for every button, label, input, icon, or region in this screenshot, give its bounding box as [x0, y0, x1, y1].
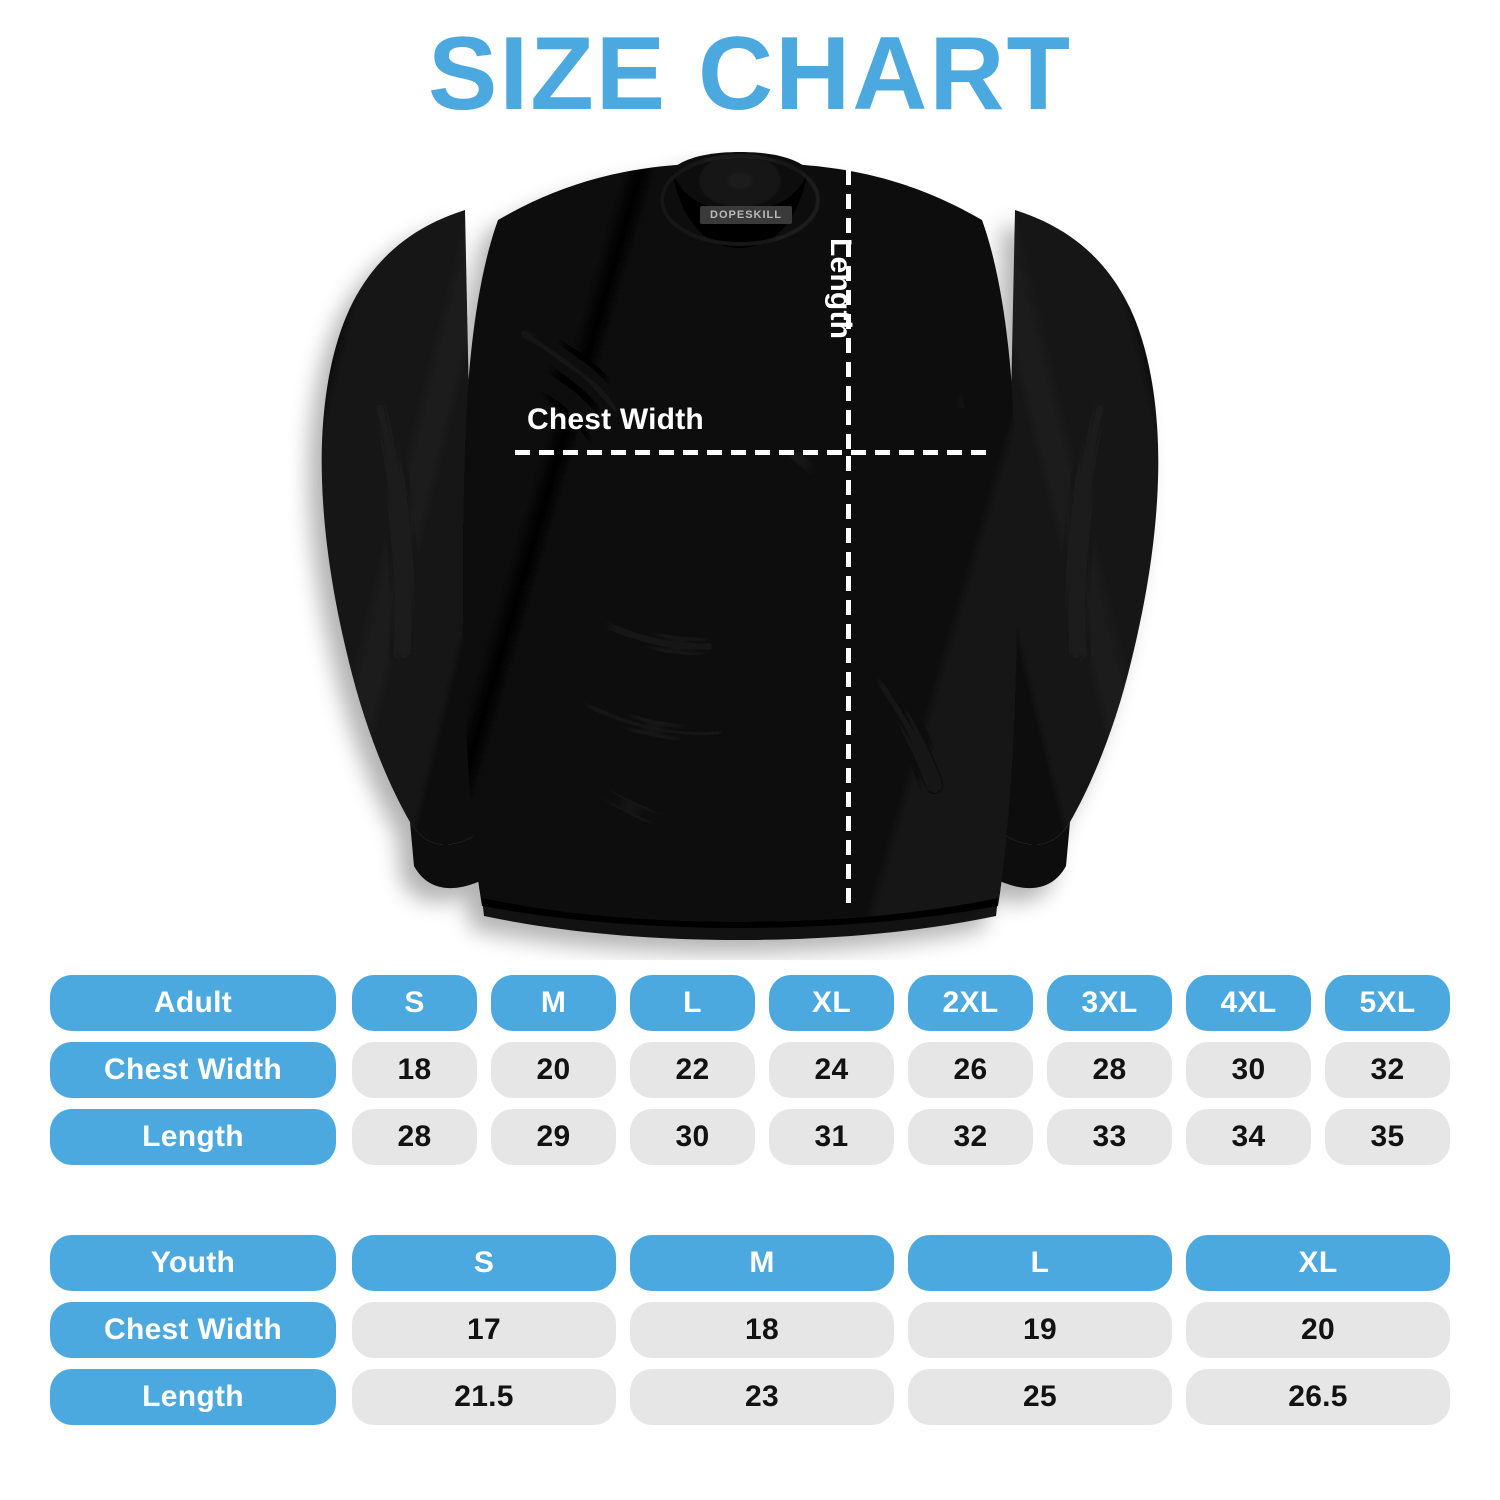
adult-row-label: Adult	[50, 975, 336, 1031]
adult-chest-width-4xl: 30	[1186, 1042, 1311, 1098]
chest-guide-right	[851, 450, 986, 455]
adult-length-s: 28	[352, 1109, 477, 1165]
youth-size-header-xl[interactable]: XL	[1186, 1235, 1450, 1291]
adult-size-header-5xl[interactable]: 5XL	[1325, 975, 1450, 1031]
youth-length-s: 21.5	[352, 1369, 616, 1425]
adult-size-header-xl[interactable]: XL	[769, 975, 894, 1031]
youth-length-m: 23	[630, 1369, 894, 1425]
long-sleeve-shirt-graphic	[321, 152, 1159, 940]
adult-chest-width-l: 22	[630, 1042, 755, 1098]
brand-neck-label: DOPESKILL	[700, 206, 792, 224]
youth-length-row: Length 21.5 23 25 26.5	[0, 1369, 1500, 1425]
shirt-body	[463, 164, 1017, 928]
youth-chest-width-xl: 20	[1186, 1302, 1450, 1358]
adult-chest-width-3xl: 28	[1047, 1042, 1172, 1098]
adult-size-header-3xl[interactable]: 3XL	[1047, 975, 1172, 1031]
youth-header-row: Youth S M L XL	[0, 1235, 1500, 1291]
length-label: Length	[824, 238, 857, 340]
adult-size-header-m[interactable]: M	[491, 975, 616, 1031]
length-guide-lower	[846, 456, 851, 906]
adult-length-2xl: 32	[908, 1109, 1033, 1165]
adult-chest-width-5xl: 32	[1325, 1042, 1450, 1098]
youth-length-l: 25	[908, 1369, 1172, 1425]
adult-size-header-4xl[interactable]: 4XL	[1186, 975, 1311, 1031]
adult-size-table: Adult S M L XL 2XL 3XL 4XL 5XL Chest Wid…	[0, 975, 1500, 1165]
adult-chest-width-2xl: 26	[908, 1042, 1033, 1098]
adult-length-row: Length 28 29 30 31 32 33 34 35	[0, 1109, 1500, 1165]
youth-length-xl: 26.5	[1186, 1369, 1450, 1425]
adult-length-xl: 31	[769, 1109, 894, 1165]
youth-chest-width-l: 19	[908, 1302, 1172, 1358]
youth-length-label: Length	[50, 1369, 336, 1425]
adult-size-header-2xl[interactable]: 2XL	[908, 975, 1033, 1031]
adult-header-row: Adult S M L XL 2XL 3XL 4XL 5XL	[0, 975, 1500, 1031]
adult-length-4xl: 34	[1186, 1109, 1311, 1165]
adult-length-label: Length	[50, 1109, 336, 1165]
adult-length-3xl: 33	[1047, 1109, 1172, 1165]
youth-chest-width-m: 18	[630, 1302, 894, 1358]
adult-length-l: 30	[630, 1109, 755, 1165]
page-title: SIZE CHART	[428, 16, 1072, 132]
adult-length-5xl: 35	[1325, 1109, 1450, 1165]
adult-chest-width-s: 18	[352, 1042, 477, 1098]
adult-size-header-s[interactable]: S	[352, 975, 477, 1031]
youth-size-header-s[interactable]: S	[352, 1235, 616, 1291]
youth-chest-width-row: Chest Width 17 18 19 20	[0, 1302, 1500, 1358]
adult-chest-width-m: 20	[491, 1042, 616, 1098]
garment-illustration: DOPESKILL Chest Width Length	[0, 150, 1500, 960]
youth-chest-width-s: 17	[352, 1302, 616, 1358]
adult-chest-width-row: Chest Width 18 20 22 24 26 28 30 32	[0, 1042, 1500, 1098]
youth-size-header-m[interactable]: M	[630, 1235, 894, 1291]
chest-width-label: Chest Width	[527, 403, 704, 436]
collar-stitch	[660, 154, 820, 246]
youth-row-label: Youth	[50, 1235, 336, 1291]
adult-length-m: 29	[491, 1109, 616, 1165]
length-guide-upper	[846, 170, 851, 452]
hem	[482, 898, 998, 940]
adult-chest-width-xl: 24	[769, 1042, 894, 1098]
youth-size-header-l[interactable]: L	[908, 1235, 1172, 1291]
youth-size-table: Youth S M L XL Chest Width 17 18 19 20 L…	[0, 1235, 1500, 1425]
chest-guide-left	[515, 450, 845, 455]
adult-chest-width-label: Chest Width	[50, 1042, 336, 1098]
adult-size-header-l[interactable]: L	[630, 975, 755, 1031]
fabric-folds	[374, 267, 1106, 843]
youth-chest-width-label: Chest Width	[50, 1302, 336, 1358]
